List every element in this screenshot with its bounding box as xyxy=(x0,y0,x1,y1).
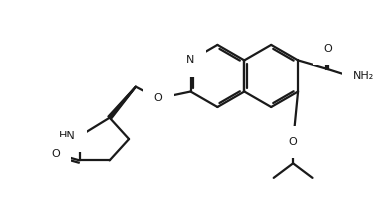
Text: O: O xyxy=(51,149,60,159)
Text: N: N xyxy=(186,55,195,65)
Text: HN: HN xyxy=(59,131,76,141)
Text: O: O xyxy=(289,137,297,147)
Text: O: O xyxy=(324,44,332,54)
Text: NH₂: NH₂ xyxy=(353,71,374,81)
Text: O: O xyxy=(154,93,162,103)
